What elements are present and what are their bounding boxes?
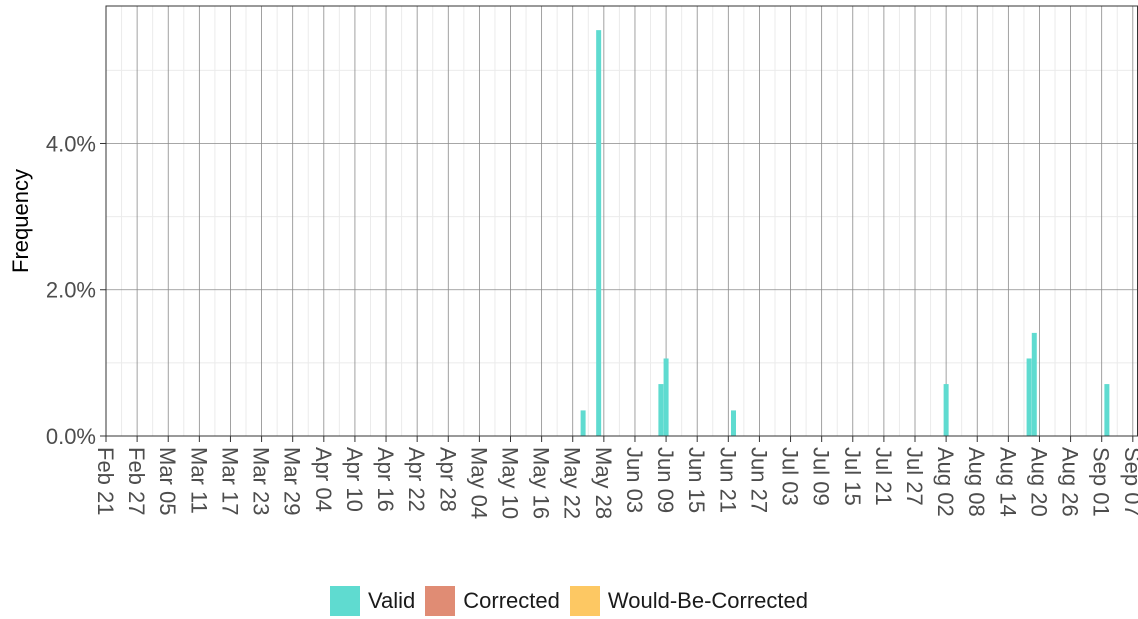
x-tick-label: Jun 09 <box>653 447 678 513</box>
bar-valid <box>1104 384 1110 436</box>
x-tick-label: Jul 27 <box>902 447 927 506</box>
legend-key-valid <box>329 586 360 616</box>
y-tick-label: 2.0% <box>46 278 96 303</box>
x-tick-label: Jul 09 <box>809 447 834 506</box>
chart-svg: 0.0%2.0%4.0% Feb 21 Feb 27 Mar 05 Mar 11 Mar… <box>8 5 1138 519</box>
bar-valid <box>580 410 586 436</box>
bar-valid <box>1031 332 1037 436</box>
minor-gridlines <box>106 6 1138 436</box>
legend-item-would-be-corrected: Would-Be-Corrected <box>569 586 808 616</box>
x-tick-label: Jun 21 <box>715 447 740 513</box>
legend-key-would-be-corrected <box>569 586 600 616</box>
legend-label-corrected: Corrected <box>463 588 560 613</box>
legend-key-corrected <box>425 586 456 616</box>
legend-label-would-be-corrected: Would-Be-Corrected <box>607 588 808 613</box>
x-tick-label: Aug 26 <box>1058 447 1083 517</box>
x-tick-label: Jul 15 <box>840 447 865 506</box>
x-tick-label: May 16 <box>529 447 554 519</box>
x-tick-label: Jul 03 <box>778 447 803 506</box>
x-tick-label: May 10 <box>498 447 523 519</box>
x-tick-label: May 28 <box>591 447 616 519</box>
bar-valid <box>663 358 669 436</box>
y-axis: 0.0% 2.0% 4.0% <box>46 131 106 449</box>
bar-valid <box>730 410 736 436</box>
x-tick-label: Apr 28 <box>435 447 460 512</box>
legend-label-valid: Valid <box>367 588 416 613</box>
x-tick-label: Apr 10 <box>342 447 367 512</box>
bar-valid <box>943 384 949 436</box>
x-tick-label: May 22 <box>560 447 585 519</box>
x-tick-label: Mar 05 <box>155 447 180 515</box>
x-tick-label: Apr 04 <box>311 447 336 512</box>
bar-valid <box>596 30 602 436</box>
bar-valid <box>658 384 664 436</box>
x-tick-label: Jun 03 <box>622 447 647 513</box>
bars <box>580 30 1110 436</box>
x-tick-label: Mar 17 <box>217 447 242 515</box>
x-tick-label: Aug 20 <box>1026 447 1051 517</box>
y-axis-label: Frequency <box>8 169 33 273</box>
legend-item-corrected: Corrected <box>425 586 560 616</box>
y-tick-label: 4.0% <box>46 131 96 156</box>
bar-valid <box>1026 358 1032 436</box>
x-tick-label: Aug 14 <box>995 447 1020 517</box>
x-tick-label: Mar 23 <box>249 447 274 515</box>
legend-item-valid: Valid <box>329 586 416 616</box>
legend: Valid Corrected Would-Be-Corrected <box>0 586 1138 616</box>
x-tick-label: Sep 07 <box>1120 447 1138 517</box>
x-axis: Feb 21 Feb 27 Mar 05 Mar 11 Mar 17 Mar 23 Mar … <box>93 436 1138 519</box>
x-tick-label: Feb 27 <box>124 447 149 516</box>
y-tick-label: 0.0% <box>46 424 96 449</box>
x-tick-label: Apr 22 <box>404 447 429 512</box>
x-tick-label: Feb 21 <box>93 447 118 516</box>
x-tick-label: Apr 16 <box>373 447 398 512</box>
x-tick-label: Mar 29 <box>280 447 305 515</box>
x-tick-label: Jun 15 <box>684 447 709 513</box>
x-tick-label: Aug 02 <box>933 447 958 517</box>
x-tick-label: Aug 08 <box>964 447 989 517</box>
x-tick-label: Jul 21 <box>871 447 896 506</box>
x-tick-label: Sep 01 <box>1089 447 1114 517</box>
x-tick-label: May 04 <box>466 447 491 519</box>
x-tick-label: Jun 27 <box>746 447 771 513</box>
x-tick-label: Mar 11 <box>186 447 211 514</box>
